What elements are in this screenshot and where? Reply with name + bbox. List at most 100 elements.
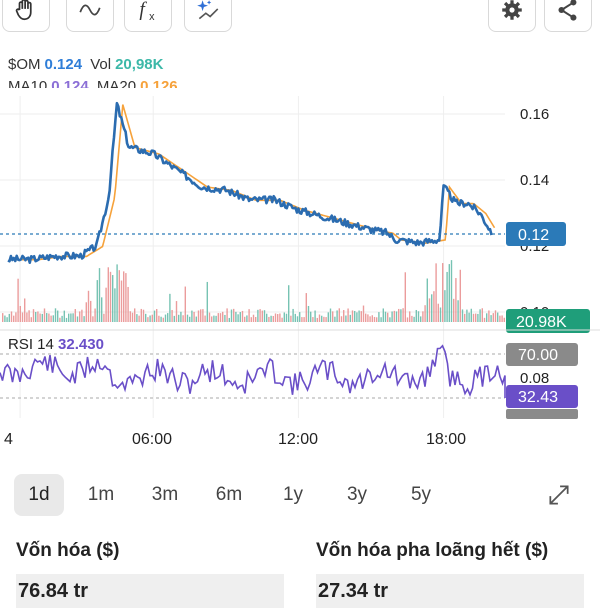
volume-bar: [147, 317, 149, 322]
volume-bar: [457, 300, 459, 322]
volume-bar: [426, 278, 428, 322]
volume-bar: [145, 313, 147, 322]
volume-bar: [184, 286, 186, 322]
volume-bar: [347, 308, 349, 322]
volume-bar: [285, 313, 288, 322]
range-tab-1m[interactable]: 1m: [87, 484, 115, 505]
volume-bar: [239, 312, 241, 322]
x-tick-label: 06:00: [132, 431, 172, 448]
y-tick-label: 0.14: [520, 172, 549, 189]
volume-bar: [307, 305, 310, 322]
volume-bar: [138, 315, 140, 322]
volume-bar: [140, 308, 142, 322]
volume-bar: [268, 316, 270, 322]
volume-bar: [246, 315, 248, 322]
range-tab-6m[interactable]: 6m: [215, 484, 243, 505]
volume-bar: [409, 311, 411, 322]
rsi-current-label: 32.43: [518, 389, 558, 406]
rsi-line: [0, 344, 506, 398]
volume-bar: [483, 317, 486, 322]
volume-bar: [186, 314, 189, 322]
svg-text:x: x: [149, 11, 155, 23]
hand-tool-button[interactable]: [2, 0, 50, 32]
range-tab-1y[interactable]: 1y: [282, 484, 304, 505]
y-tick-label: 0.16: [520, 106, 549, 123]
range-tab-1d[interactable]: 1d: [14, 474, 64, 516]
range-tab-3y[interactable]: 3y: [346, 484, 368, 505]
volume-bar: [50, 315, 52, 322]
settings-button[interactable]: [488, 0, 536, 32]
wave-icon: [79, 4, 101, 16]
volume-bar: [127, 286, 129, 322]
volume-bar: [63, 310, 65, 322]
volume-bar: [468, 312, 470, 322]
diluted-cap-title: Vốn hóa pha loãng hết ($): [316, 540, 549, 561]
volume-bar: [356, 312, 358, 322]
volume-bar: [204, 315, 206, 322]
volume-bar: [17, 278, 19, 322]
volume-bar: [72, 313, 74, 322]
volume-bar: [54, 308, 57, 322]
volume-bar: [433, 291, 435, 322]
volume-bar: [349, 314, 351, 322]
volume-bar: [321, 315, 323, 322]
volume-bar: [252, 314, 255, 322]
volume-bar: [310, 311, 312, 322]
volume-bar: [76, 316, 79, 322]
share-button[interactable]: [544, 0, 592, 32]
volume-bar: [279, 313, 281, 322]
volume-bar: [464, 313, 466, 322]
volume-bar: [290, 315, 292, 322]
line-tool-button[interactable]: [66, 0, 114, 32]
volume-bar: [134, 308, 136, 322]
volume-bar: [24, 298, 26, 322]
volume-bar: [481, 308, 483, 322]
volume-bar: [21, 312, 24, 322]
vol-label: Vol: [90, 56, 112, 73]
volume-bar: [2, 313, 4, 322]
volume-bar: [37, 311, 39, 322]
volume-bar: [406, 317, 409, 322]
range-tab-3m[interactable]: 3m: [151, 484, 179, 505]
volume-bar: [81, 309, 83, 322]
volume-bar: [8, 313, 10, 322]
volume-bar: [65, 317, 68, 322]
volume-bar: [28, 310, 30, 322]
volume-bar: [431, 294, 433, 322]
volume-bar: [250, 317, 252, 322]
volume-bar: [202, 309, 204, 322]
volume-bar: [222, 311, 224, 322]
volume-bar: [301, 317, 303, 322]
volume-bar: [96, 280, 98, 322]
volume-bar: [257, 309, 259, 322]
gear-icon: [502, 0, 522, 20]
range-tab-5y[interactable]: 5y: [410, 484, 432, 505]
volume-bar: [180, 311, 182, 322]
volume-bar: [30, 317, 32, 322]
volume-bar: [193, 311, 195, 322]
volume-bar: [120, 280, 123, 322]
volume-bar: [15, 312, 17, 322]
volume-bar: [323, 316, 325, 322]
volume-bar: [70, 313, 72, 322]
volume-bar: [475, 313, 477, 322]
volume-bar: [446, 271, 448, 322]
volume-bar: [378, 312, 380, 322]
current-price-badge: [506, 222, 566, 246]
volume-bar: [79, 311, 81, 322]
volume-bar: [92, 316, 94, 322]
expand-icon: [549, 485, 569, 505]
market-cap-title: Vốn hóa ($): [16, 540, 120, 561]
volume-bar: [312, 317, 314, 322]
volume-bar: [125, 273, 127, 322]
volume-bar: [343, 310, 345, 322]
volume-bar: [417, 311, 420, 322]
ai-tool-button[interactable]: [184, 0, 232, 32]
rsi-value: 32.430: [58, 336, 104, 353]
volume-bar: [365, 313, 367, 322]
expand-button[interactable]: [546, 482, 572, 508]
volume-bar: [164, 314, 167, 322]
volume-bar: [296, 316, 299, 322]
